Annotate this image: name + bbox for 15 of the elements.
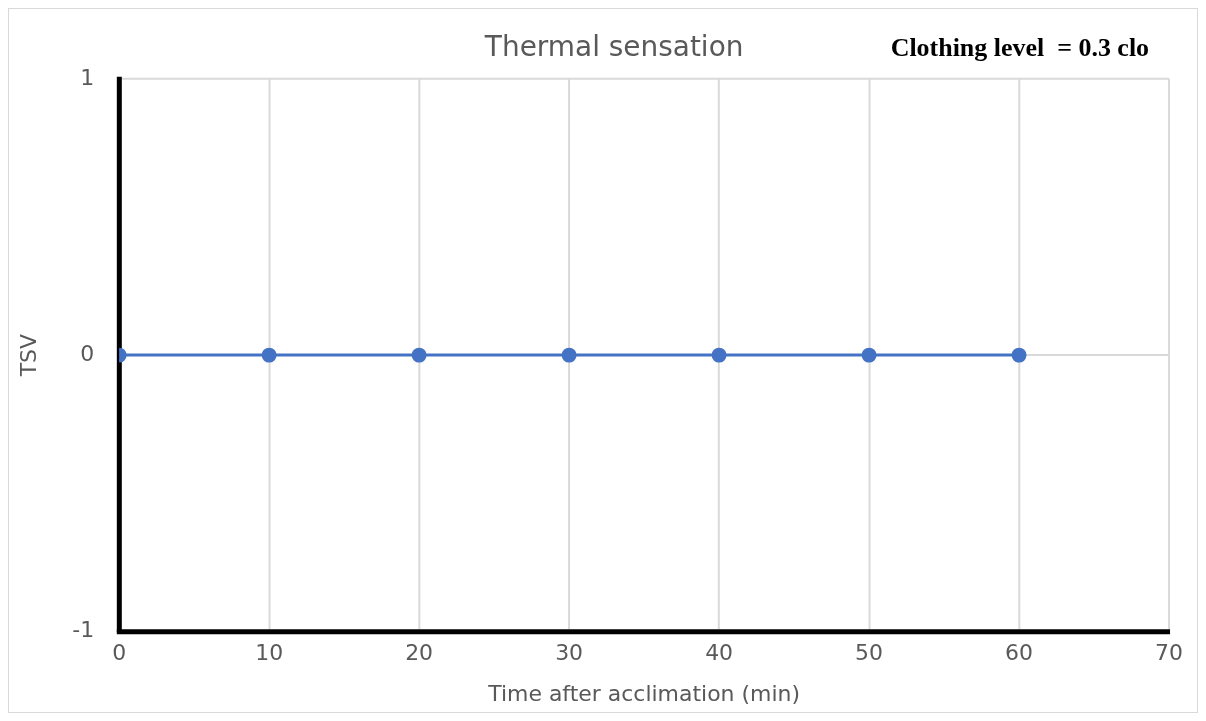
y-tick-label: 0 <box>80 340 95 366</box>
x-tick-label: 70 <box>1155 640 1184 666</box>
x-tick-label: 30 <box>555 640 584 666</box>
text: Clothing level = 0.3 clo <box>890 32 1150 62</box>
x-tick-label: 20 <box>405 640 434 666</box>
x-tick-label: 10 <box>255 640 284 666</box>
x-tick-label: 0 <box>112 640 127 666</box>
chart-title: Thermal sensation <box>483 30 744 64</box>
x-tick-label: 60 <box>1005 640 1034 666</box>
y-tick-label: 1 <box>80 64 95 90</box>
y-tick-label: -1 <box>72 617 95 643</box>
x-axis-title: Time after acclimation (min) <box>487 680 800 706</box>
x-tick-label: 40 <box>705 640 734 666</box>
x-tick-label: 50 <box>855 640 884 666</box>
y-axis-title: TSV <box>15 333 41 378</box>
